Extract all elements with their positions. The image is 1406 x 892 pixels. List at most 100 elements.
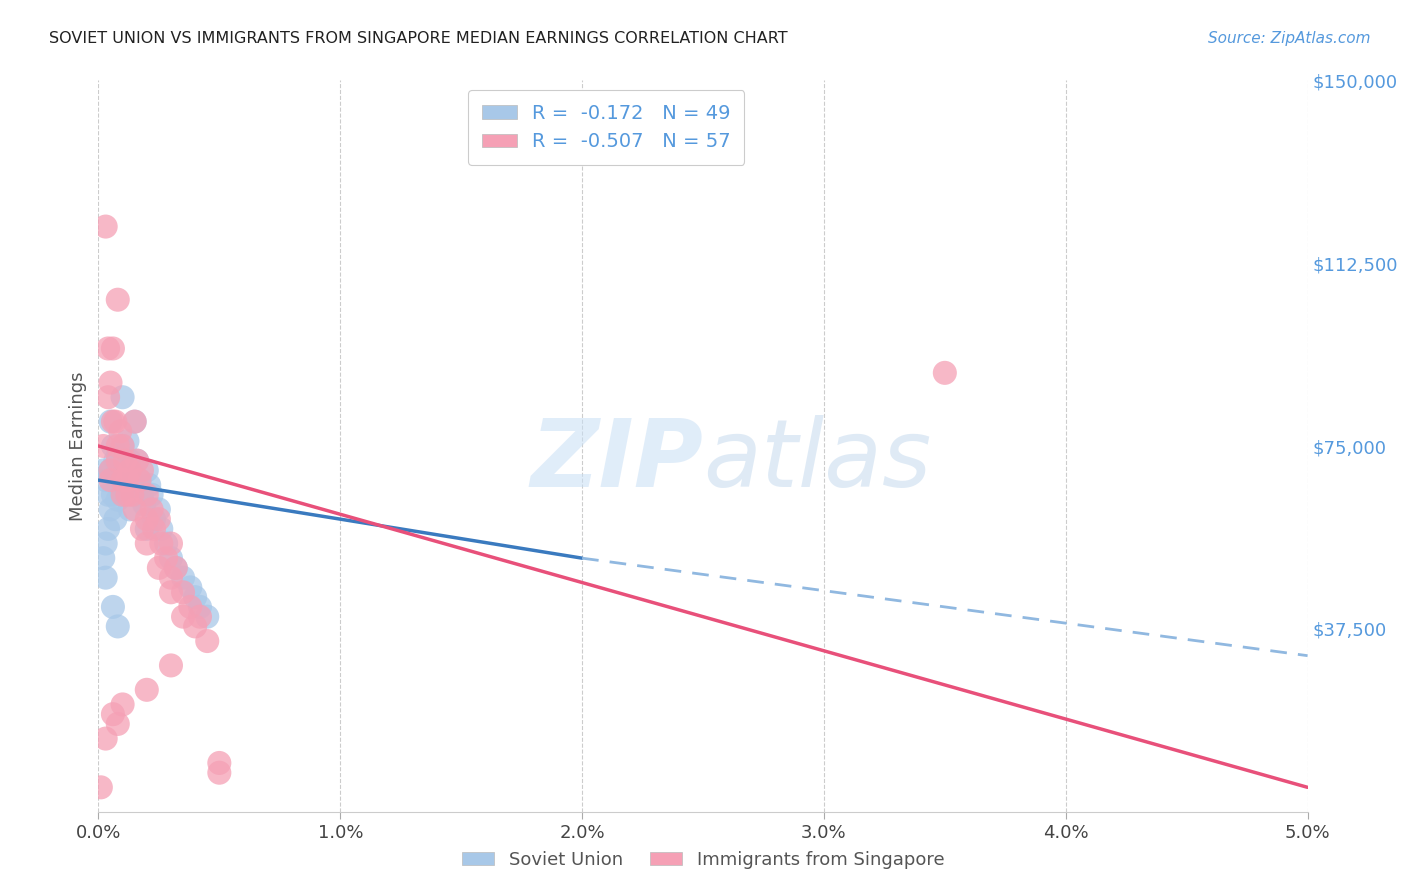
- Point: [150, 536, 173, 550]
- Point: [91, 439, 114, 453]
- Point: [97, 342, 120, 356]
- Point: [148, 502, 170, 516]
- Point: [111, 488, 134, 502]
- Point: [179, 581, 201, 595]
- Text: atlas: atlas: [703, 415, 931, 506]
- Point: [148, 512, 170, 526]
- Point: [160, 551, 183, 566]
- Point: [138, 478, 160, 492]
- Point: [111, 439, 134, 453]
- Point: [111, 473, 134, 487]
- Point: [118, 463, 141, 477]
- Point: [160, 658, 183, 673]
- Point: [107, 293, 129, 307]
- Point: [100, 473, 122, 487]
- Point: [94, 536, 117, 550]
- Point: [934, 366, 956, 380]
- Point: [101, 415, 124, 429]
- Point: [188, 599, 211, 614]
- Point: [107, 717, 129, 731]
- Point: [141, 502, 163, 516]
- Point: [165, 561, 187, 575]
- Point: [101, 488, 124, 502]
- Point: [121, 488, 143, 502]
- Point: [111, 488, 134, 502]
- Point: [188, 609, 211, 624]
- Point: [104, 453, 127, 467]
- Legend: R =  -0.172   N = 49, R =  -0.507   N = 57: R = -0.172 N = 49, R = -0.507 N = 57: [468, 90, 744, 165]
- Point: [141, 488, 163, 502]
- Point: [108, 473, 131, 487]
- Point: [100, 463, 122, 477]
- Point: [101, 439, 124, 453]
- Point: [100, 415, 122, 429]
- Point: [131, 488, 153, 502]
- Legend: Soviet Union, Immigrants from Singapore: Soviet Union, Immigrants from Singapore: [454, 844, 952, 876]
- Point: [134, 498, 156, 512]
- Point: [97, 488, 120, 502]
- Point: [165, 561, 187, 575]
- Point: [117, 473, 139, 487]
- Point: [94, 571, 117, 585]
- Point: [108, 425, 131, 439]
- Point: [179, 599, 201, 614]
- Point: [143, 512, 166, 526]
- Point: [107, 453, 129, 467]
- Point: [160, 585, 183, 599]
- Point: [118, 453, 141, 467]
- Point: [107, 439, 129, 453]
- Point: [114, 463, 136, 477]
- Point: [100, 463, 122, 477]
- Point: [100, 502, 122, 516]
- Point: [155, 536, 177, 550]
- Text: Source: ZipAtlas.com: Source: ZipAtlas.com: [1208, 31, 1371, 46]
- Point: [128, 473, 150, 487]
- Point: [195, 634, 218, 648]
- Point: [135, 522, 157, 536]
- Point: [111, 439, 134, 453]
- Point: [104, 512, 127, 526]
- Point: [94, 219, 117, 234]
- Point: [184, 590, 207, 604]
- Point: [101, 707, 124, 722]
- Point: [97, 390, 120, 404]
- Point: [90, 780, 112, 795]
- Point: [107, 449, 129, 463]
- Point: [135, 536, 157, 550]
- Point: [91, 463, 114, 477]
- Point: [124, 502, 146, 516]
- Point: [124, 488, 146, 502]
- Point: [160, 571, 183, 585]
- Point: [107, 492, 129, 507]
- Point: [135, 463, 157, 477]
- Point: [155, 551, 177, 566]
- Point: [100, 376, 122, 390]
- Point: [104, 415, 127, 429]
- Point: [124, 415, 146, 429]
- Point: [118, 502, 141, 516]
- Point: [172, 585, 194, 599]
- Point: [117, 473, 139, 487]
- Text: SOVIET UNION VS IMMIGRANTS FROM SINGAPORE MEDIAN EARNINGS CORRELATION CHART: SOVIET UNION VS IMMIGRANTS FROM SINGAPOR…: [49, 31, 787, 46]
- Point: [195, 609, 218, 624]
- Point: [150, 522, 173, 536]
- Point: [111, 390, 134, 404]
- Point: [91, 551, 114, 566]
- Point: [135, 682, 157, 697]
- Point: [135, 488, 157, 502]
- Point: [94, 731, 117, 746]
- Point: [107, 619, 129, 633]
- Text: ZIP: ZIP: [530, 415, 703, 507]
- Point: [124, 415, 146, 429]
- Point: [101, 342, 124, 356]
- Point: [128, 473, 150, 487]
- Point: [117, 434, 139, 449]
- Point: [94, 473, 117, 487]
- Y-axis label: Median Earnings: Median Earnings: [69, 371, 87, 521]
- Point: [117, 488, 139, 502]
- Point: [131, 463, 153, 477]
- Point: [135, 512, 157, 526]
- Point: [172, 571, 194, 585]
- Point: [148, 561, 170, 575]
- Point: [172, 609, 194, 624]
